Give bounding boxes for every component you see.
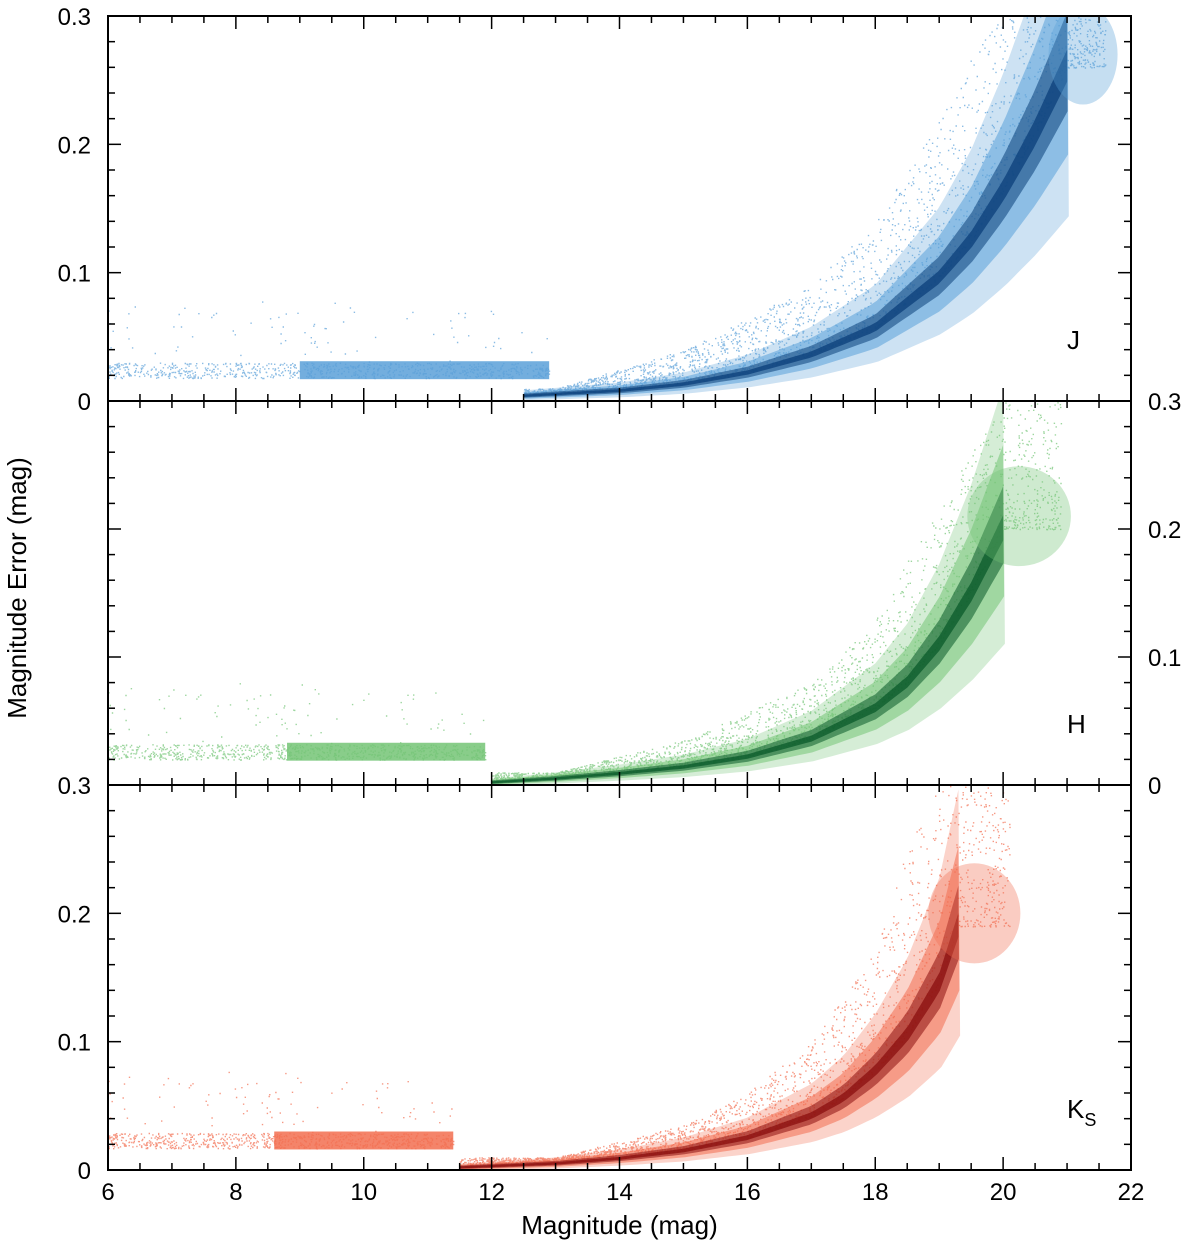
bright-branch-strip bbox=[287, 742, 486, 761]
density-layer-1 bbox=[491, 401, 1005, 785]
panels: 0 0.1 0.2 0.3 J 0 0.1 0.2 0.3 H 0 0.1 0.2 0.3 KS 6 8 10 12… bbox=[58, 4, 1182, 1240]
bright-branch-points bbox=[108, 683, 487, 761]
density-layer-1 bbox=[459, 789, 961, 1170]
density-layer-3 bbox=[459, 885, 959, 1169]
y-tick-label: 0.2 bbox=[1148, 517, 1181, 544]
band-label: H bbox=[1067, 709, 1086, 739]
y-tick-label: 0.3 bbox=[58, 4, 91, 31]
x-tick-label: 6 bbox=[101, 1179, 114, 1206]
x-tick-label: 8 bbox=[229, 1179, 242, 1206]
y-tick-label: 0.1 bbox=[1148, 645, 1181, 672]
y-tick-label: 0.2 bbox=[58, 132, 91, 159]
density-layer-4 bbox=[459, 912, 959, 1169]
x-tick-label: 22 bbox=[1118, 1179, 1145, 1206]
x-tick-label: 10 bbox=[350, 1179, 377, 1206]
y-tick-label: 0 bbox=[1148, 773, 1161, 800]
band-label: J bbox=[1067, 325, 1080, 355]
y-tick-label: 0.2 bbox=[58, 901, 91, 928]
bright-branch-strip bbox=[274, 1131, 454, 1150]
panel-h: 0 0.1 0.2 0.3 H bbox=[107, 389, 1181, 800]
scatter-cloud bbox=[108, 16, 1118, 401]
panel-ks: 0 0.1 0.2 0.3 KS 6 8 10 12 14 16 18 20 22 Magnitude (m… bbox=[58, 773, 1145, 1240]
plot-frame bbox=[107, 784, 1132, 1171]
y-axis-title: Magnitude Error (mag) bbox=[2, 457, 32, 719]
scatter-cloud bbox=[108, 785, 1021, 1170]
turnover-halo bbox=[1048, 16, 1118, 105]
x-tick-label: 20 bbox=[990, 1179, 1017, 1206]
band-label: KS bbox=[1067, 1094, 1096, 1130]
scatter-cloud bbox=[108, 401, 1071, 785]
x-tick-label: 12 bbox=[478, 1179, 505, 1206]
y-tick-label: 0.3 bbox=[58, 773, 91, 800]
x-tick-label: 16 bbox=[734, 1179, 761, 1206]
y-tick-label: 0 bbox=[78, 389, 91, 416]
bright-branch-strip bbox=[299, 361, 550, 380]
band-label-subscript: S bbox=[1084, 1110, 1096, 1130]
y-tick-label: 0 bbox=[78, 1158, 91, 1185]
y-tick-label: 0.1 bbox=[58, 1030, 91, 1057]
y-tick-label: 0.1 bbox=[58, 261, 91, 288]
density-layer-2 bbox=[459, 846, 960, 1170]
x-axis-title: Magnitude (mag) bbox=[521, 1210, 718, 1240]
turnover-halo bbox=[928, 863, 1021, 964]
x-tick-label: 18 bbox=[862, 1179, 889, 1206]
turnover-halo bbox=[967, 466, 1071, 567]
x-tick-label: 14 bbox=[606, 1179, 633, 1206]
density-layer-2 bbox=[523, 16, 1069, 399]
panel-j: 0 0.1 0.2 0.3 J bbox=[58, 4, 1132, 416]
y-tick-label: 0.3 bbox=[1148, 389, 1181, 416]
